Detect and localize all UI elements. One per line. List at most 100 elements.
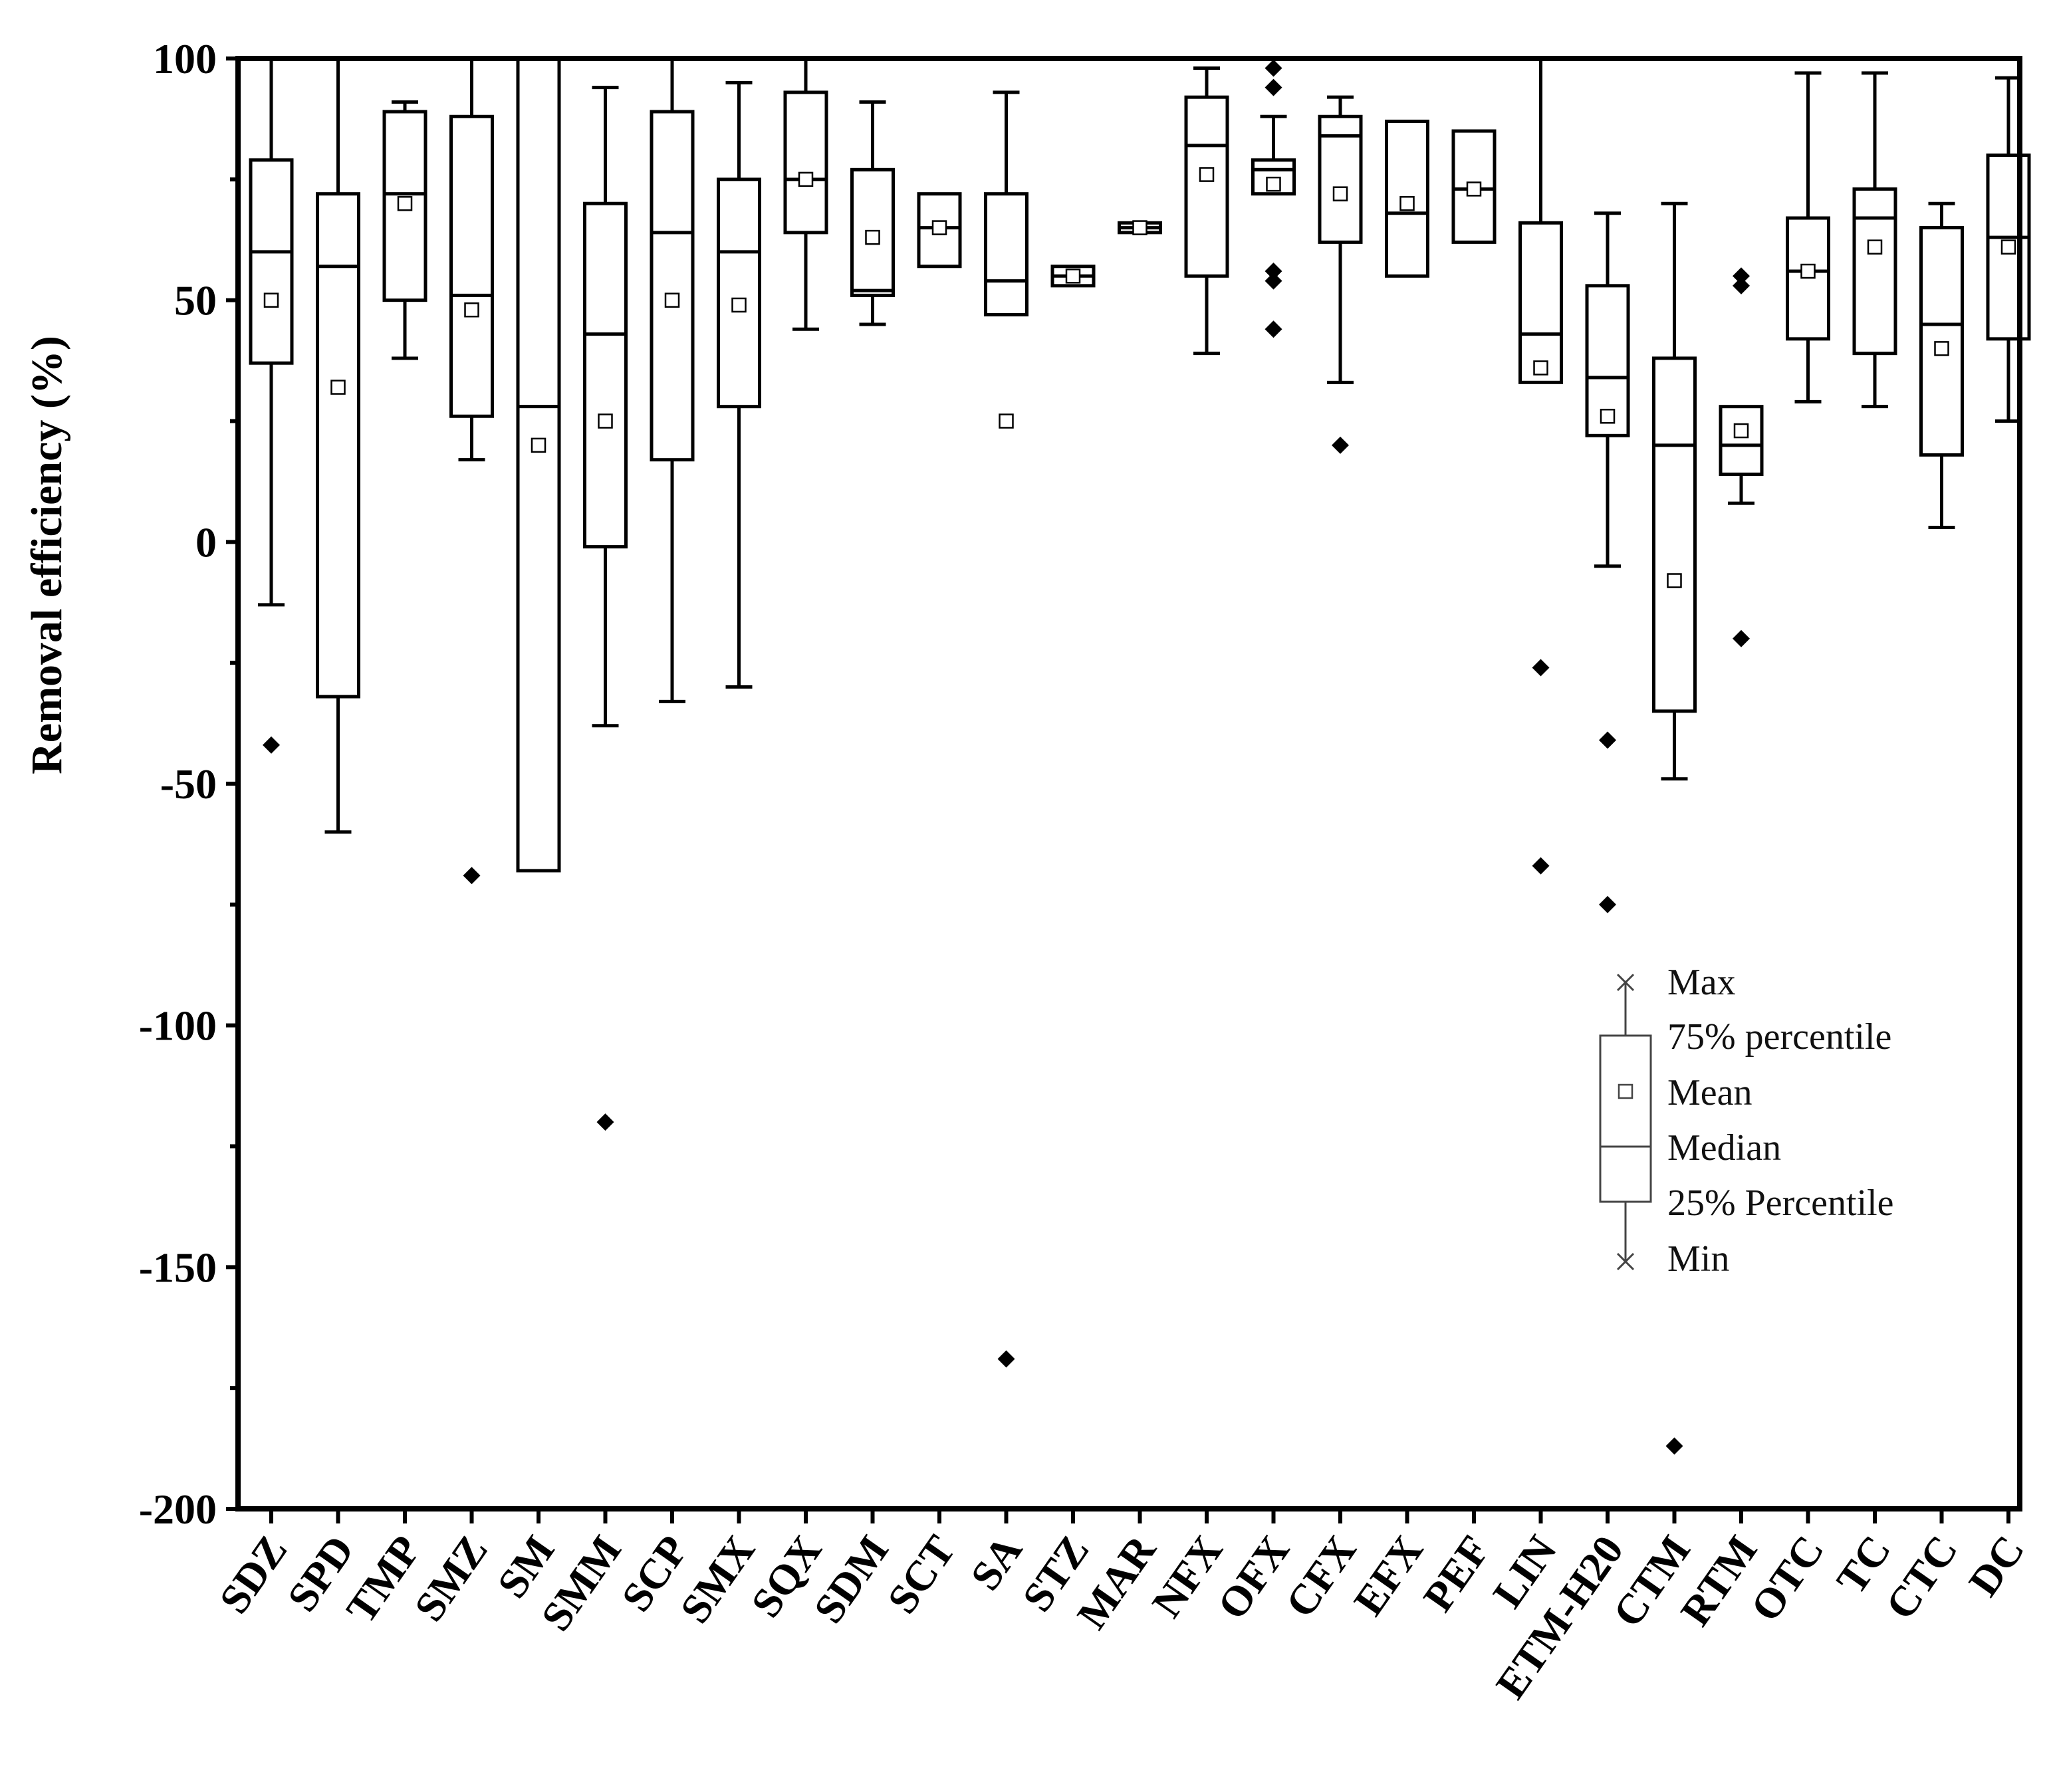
x-tick-label-dc: DC <box>1959 1527 2033 1604</box>
x-tick-label-otc: OTC <box>1741 1527 1833 1629</box>
iqr-box <box>516 56 561 873</box>
box-spd <box>316 58 360 834</box>
mean-marker <box>598 413 613 429</box>
box-cfx <box>1318 95 1363 454</box>
legend: Max 75% percentile Mean Median 25% Perce… <box>1599 962 1894 1280</box>
mean-marker <box>865 229 880 245</box>
iqr-box <box>783 90 828 235</box>
box-sct <box>917 192 962 269</box>
legend-label-q3: 75% percentile <box>1667 1016 1891 1058</box>
y-tick-label: 100 <box>153 35 217 82</box>
mean-marker <box>1733 423 1749 439</box>
mean-marker <box>1199 167 1215 182</box>
iqr-box <box>1719 405 1764 477</box>
x-tick-label-rtm: RTM <box>1671 1527 1766 1634</box>
y-axis-ticks: 100 50 0 -50 -100 -150 -200 <box>139 35 238 1533</box>
mean-marker <box>931 220 947 235</box>
box-sdm <box>850 100 895 326</box>
mean-marker <box>1132 220 1147 235</box>
x-tick-label-smx: SMX <box>671 1527 764 1631</box>
mean-marker <box>330 380 346 395</box>
mean-marker <box>2000 239 2016 255</box>
box-sdz <box>249 58 294 754</box>
x-tick-label-sdm: SDM <box>804 1527 898 1631</box>
x-axis-ticks: SDZSPDTMPSMZSMSMMSCPSMXSQXSDMSCTSASTZMAR… <box>210 1509 2033 1707</box>
y-tick-label: 0 <box>195 518 217 566</box>
mean-marker <box>1266 176 1281 192</box>
box-sqx <box>783 58 828 331</box>
outlier-point <box>1665 1437 1683 1455</box>
box-smz <box>449 58 494 885</box>
outlier-point <box>1265 263 1282 280</box>
box-etm-h20 <box>1585 211 1630 913</box>
box-sm <box>516 56 561 873</box>
outlier-point <box>263 736 280 754</box>
outlier-point <box>1265 78 1282 96</box>
x-tick-label-efx: EFX <box>1344 1527 1432 1624</box>
x-tick-label-ctm: CTM <box>1604 1527 1699 1635</box>
box-sa <box>984 90 1028 1368</box>
box-ctm <box>1652 201 1697 1455</box>
outlier-point <box>1532 857 1550 875</box>
y-tick-label: -100 <box>139 1002 217 1050</box>
iqr-box <box>1852 187 1897 356</box>
iqr-box <box>316 192 360 699</box>
box-otc <box>1786 71 1830 403</box>
box-efx <box>1385 120 1429 278</box>
x-tick-label-tmp: TMP <box>337 1527 430 1631</box>
box-rtm <box>1719 267 1764 647</box>
outlier-point <box>1332 436 1349 454</box>
mean-marker <box>1466 181 1482 197</box>
y-tick-label: -50 <box>160 760 217 808</box>
iqr-box <box>650 110 695 462</box>
mean-marker <box>1600 408 1616 424</box>
outlier-point <box>1532 659 1550 677</box>
box-lin <box>1518 58 1563 875</box>
iqr-box <box>1251 158 1296 196</box>
box-nfx <box>1184 66 1229 356</box>
mean-marker <box>464 302 479 318</box>
mean-marker <box>1934 341 1949 356</box>
mean-marker <box>798 171 814 187</box>
mean-marker <box>397 195 413 211</box>
plot-frame <box>235 56 2022 1512</box>
mean-marker <box>1667 573 1682 588</box>
iqr-box <box>249 158 294 365</box>
iqr-box <box>583 201 628 549</box>
x-tick-label-nfx: NFX <box>1143 1527 1232 1625</box>
box-pef <box>1451 129 1497 244</box>
outlier-point <box>1265 320 1282 338</box>
mean-marker <box>664 292 680 308</box>
y-axis-title: Removal efficiency (%) <box>23 336 71 774</box>
outlier-point <box>1265 272 1282 290</box>
mean-marker <box>1867 239 1883 255</box>
mean-marker <box>999 413 1014 429</box>
outlier-point <box>1599 731 1616 749</box>
box-mar <box>1118 220 1162 235</box>
mean-marker <box>531 437 546 453</box>
legend-label-median: Median <box>1667 1127 1781 1169</box>
boxes-layer <box>249 56 2031 1455</box>
mean-marker <box>1332 186 1348 201</box>
legend-label-q1: 25% Percentile <box>1667 1182 1894 1224</box>
iqr-box <box>449 114 494 418</box>
iqr-box <box>1652 356 1697 713</box>
y-tick-label: -200 <box>139 1486 217 1533</box>
box-smx <box>717 80 761 689</box>
outlier-point <box>1599 895 1616 913</box>
axes-layer <box>235 56 2022 1512</box>
box-ofx <box>1251 59 1296 338</box>
box-scp <box>650 58 695 703</box>
outlier-point <box>1733 277 1750 294</box>
iqr-box <box>1518 221 1563 384</box>
x-tick-label-sct: SCT <box>878 1527 965 1622</box>
outlier-point <box>1733 629 1750 647</box>
mean-marker <box>731 297 747 313</box>
x-tick-label-ofx: OFX <box>1208 1527 1298 1627</box>
box-dc <box>1986 76 2031 423</box>
x-tick-label-mar: MAR <box>1068 1527 1165 1638</box>
y-tick-label: -150 <box>139 1244 217 1291</box>
mean-marker <box>1065 269 1081 284</box>
mean-marker <box>1533 360 1548 376</box>
